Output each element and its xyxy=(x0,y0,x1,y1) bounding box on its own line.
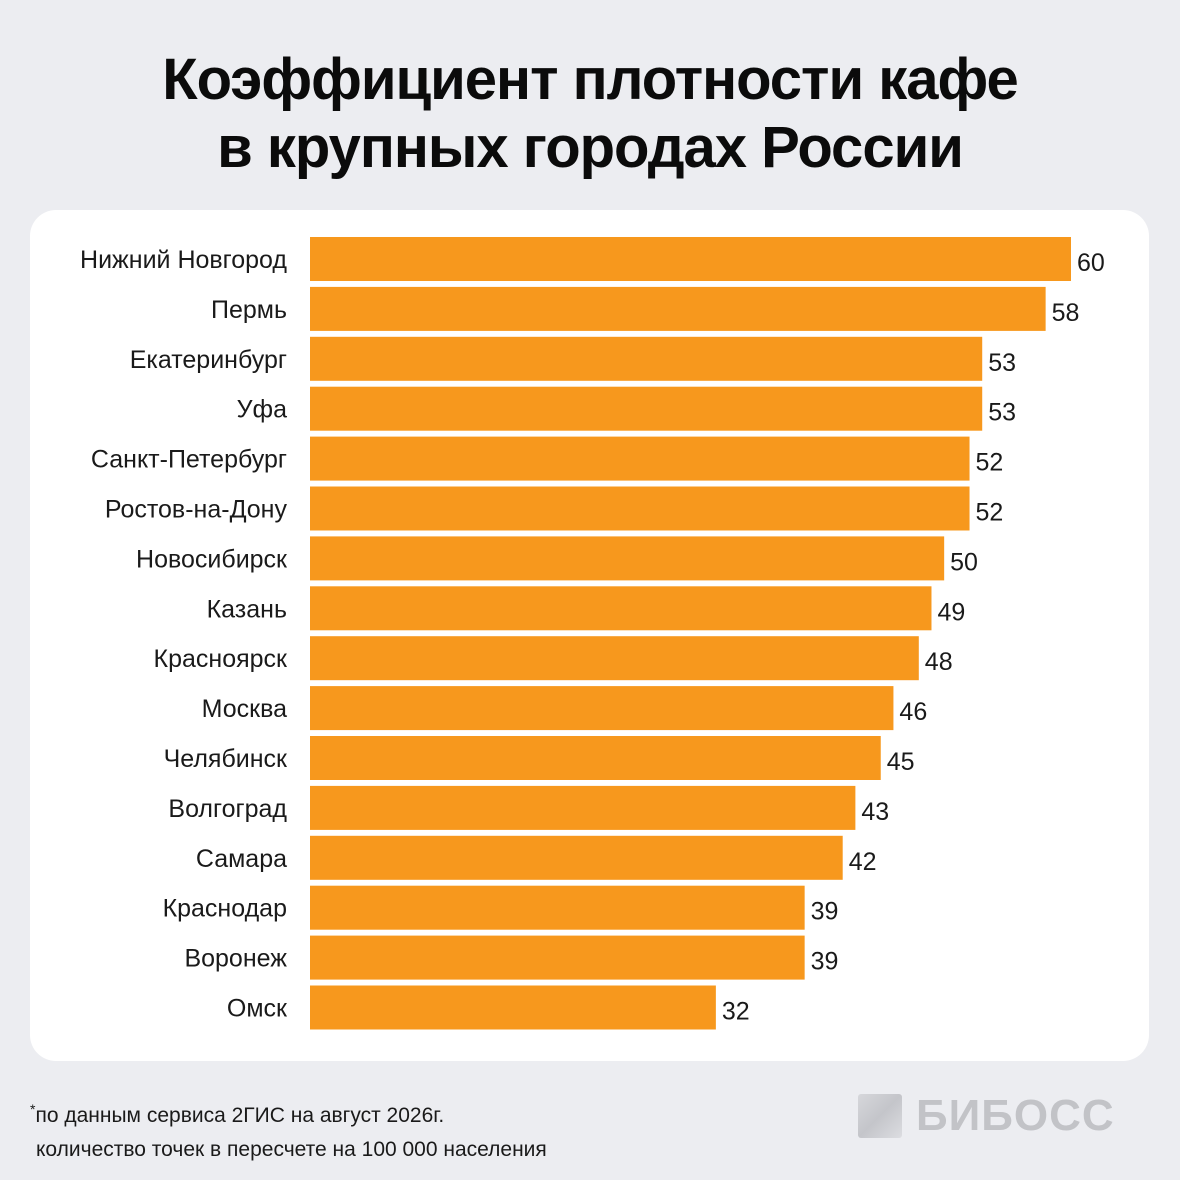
title-line-2: в крупных городах России xyxy=(217,115,964,180)
category-label: Пермь xyxy=(211,296,287,324)
data-label: 45 xyxy=(887,748,915,776)
category-label: Краснодар xyxy=(163,895,287,923)
data-label: 42 xyxy=(849,848,877,876)
chart-title: Коэффициент плотности кафе в крупных гор… xyxy=(0,46,1180,182)
category-label: Ростов-на-Дону xyxy=(105,496,288,524)
data-label: 39 xyxy=(811,898,839,926)
bar xyxy=(310,935,805,980)
data-label: 39 xyxy=(811,948,839,976)
category-label: Омск xyxy=(227,995,288,1023)
data-label: 50 xyxy=(950,548,978,576)
category-label: Нижний Новгород xyxy=(80,246,287,274)
data-label: 58 xyxy=(1052,299,1080,327)
category-label: Самара xyxy=(196,845,287,873)
bar xyxy=(310,436,970,481)
bar xyxy=(310,286,1046,331)
bar xyxy=(310,686,894,731)
bar xyxy=(310,237,1071,281)
logo-mark-icon xyxy=(858,1094,902,1138)
footnote-marker: * xyxy=(30,1101,36,1117)
data-label: 48 xyxy=(925,648,953,676)
bar xyxy=(310,336,983,381)
bar xyxy=(310,636,919,681)
data-label: 53 xyxy=(988,349,1016,377)
chart-card: Нижний Новгород 60 Пермь 58 Екатеринбург 53 Уф… xyxy=(30,210,1149,1061)
data-label: 60 xyxy=(1077,249,1105,277)
category-label: Санкт-Петербург xyxy=(91,446,287,474)
bar xyxy=(310,536,945,581)
title-line-1: Коэффициент плотности кафе xyxy=(162,47,1019,112)
footnote-line-2: количество точек в пересчете на 100 000 … xyxy=(36,1138,547,1161)
bar xyxy=(310,785,856,830)
footnote-line-1: по данным сервиса 2ГИС на август 2026г. xyxy=(35,1104,445,1127)
footnote: *по данным сервиса 2ГИС на август 2026г.… xyxy=(30,1092,547,1167)
bar xyxy=(310,486,970,531)
category-label: Екатеринбург xyxy=(130,346,287,374)
data-label: 49 xyxy=(937,598,965,626)
bar xyxy=(310,586,932,631)
brand-logo: БИБОСС xyxy=(858,1091,1115,1140)
data-label: 52 xyxy=(976,449,1004,477)
data-label: 46 xyxy=(899,698,927,726)
data-label: 43 xyxy=(861,798,889,826)
logo-text: БИБОСС xyxy=(916,1091,1115,1140)
category-label: Красноярск xyxy=(154,645,289,673)
category-label: Казань xyxy=(207,595,287,623)
bar-chart: Нижний Новгород 60 Пермь 58 Екатеринбург 53 Уф… xyxy=(80,237,1105,1030)
bar xyxy=(310,736,881,780)
category-label: Москва xyxy=(202,695,287,723)
category-label: Волгоград xyxy=(168,795,287,823)
bar xyxy=(310,985,716,1030)
bar xyxy=(310,885,805,930)
data-label: 53 xyxy=(988,399,1016,427)
data-label: 32 xyxy=(722,998,750,1026)
bar xyxy=(310,835,843,880)
category-label: Новосибирск xyxy=(136,545,288,573)
category-label: Челябинск xyxy=(164,745,288,773)
data-label: 52 xyxy=(976,499,1004,527)
category-label: Уфа xyxy=(237,396,287,424)
bar xyxy=(310,386,983,431)
category-label: Воронеж xyxy=(184,945,287,973)
